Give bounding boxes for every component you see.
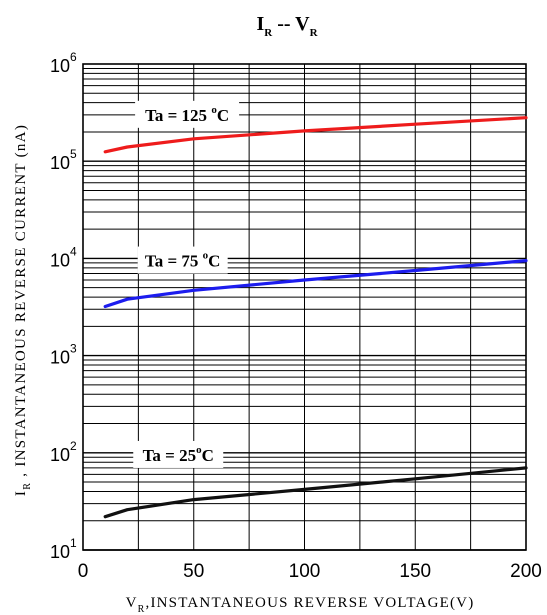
series-line-2 (103, 259, 528, 309)
x-axis-label: VR,INSTANTANEOUS REVERSE VOLTAGE(V) (126, 595, 475, 615)
title-main-subscript: R (264, 27, 273, 39)
y-tick-label: 101 (50, 536, 77, 562)
x-axis-label-subscript: R (138, 604, 146, 615)
y-axis-label-main: I (13, 490, 29, 496)
series-label-3: Ta = 25oC (143, 444, 214, 465)
y-tick-base: 10 (50, 153, 70, 173)
series-label-text: Ta = 125 (145, 106, 211, 125)
title-separator: -- (272, 13, 295, 35)
series-line-3 (103, 466, 528, 519)
y-tick-label: 103 (50, 342, 77, 368)
x-tick-label: 150 (399, 561, 431, 582)
y-axis-label-subscript: R (22, 482, 33, 490)
x-tick-label: 50 (183, 561, 204, 582)
x-axis-label-rest: ,INSTANTANEOUS REVERSE VOLTAGE(V) (146, 595, 475, 611)
y-tick-label: 104 (50, 244, 77, 270)
y-tick-exponent: 6 (70, 50, 77, 64)
y-tick-base: 10 (50, 250, 70, 270)
title-main: I (256, 13, 264, 35)
y-tick-exponent: 1 (70, 536, 77, 550)
y-tick-label: 102 (50, 439, 77, 465)
series-label-box-3 (133, 440, 224, 468)
y-tick-base: 10 (50, 56, 70, 76)
y-axis-label: IR , INSTANTANEOUS REVERSE CURRENT (nA) (13, 124, 33, 496)
y-tick-label: 106 (50, 50, 77, 76)
series-label-degree: o (196, 444, 202, 456)
series-label-1: Ta = 125 oC (145, 104, 229, 125)
series-label-box-1 (135, 100, 240, 128)
series-label-2: Ta = 75 oC (145, 250, 221, 271)
series-label-text: Ta = 25 (143, 446, 196, 465)
series-label-unit: C (208, 252, 220, 271)
series-label-box-2 (137, 246, 228, 274)
x-tick-label: 200 (510, 561, 542, 582)
series-label-unit: C (217, 106, 229, 125)
series-line-1 (103, 116, 528, 154)
y-tick-base: 10 (50, 542, 70, 562)
y-tick-exponent: 5 (70, 147, 77, 161)
y-tick-label: 105 (50, 147, 77, 173)
title-second-subscript: R (310, 27, 319, 39)
series-label-text: Ta = 75 (145, 252, 203, 271)
y-tick-exponent: 2 (70, 439, 77, 453)
y-tick-base: 10 (50, 445, 70, 465)
title-second: V (295, 13, 310, 35)
chart-title: IR -- VR (256, 13, 318, 39)
y-tick-exponent: 4 (70, 244, 77, 258)
x-axis-label-main: V (126, 595, 138, 611)
x-tick-label: 0 (78, 561, 89, 582)
y-axis-label-rest: , INSTANTANEOUS REVERSE CURRENT (nA) (13, 124, 29, 482)
y-tick-base: 10 (50, 348, 70, 368)
plot-frame (82, 63, 527, 551)
y-tick-exponent: 3 (70, 342, 77, 356)
series-label-degree: o (211, 104, 217, 116)
series-label-unit: C (202, 446, 214, 465)
x-tick-label: 100 (289, 561, 321, 582)
series-label-degree: o (203, 250, 209, 262)
